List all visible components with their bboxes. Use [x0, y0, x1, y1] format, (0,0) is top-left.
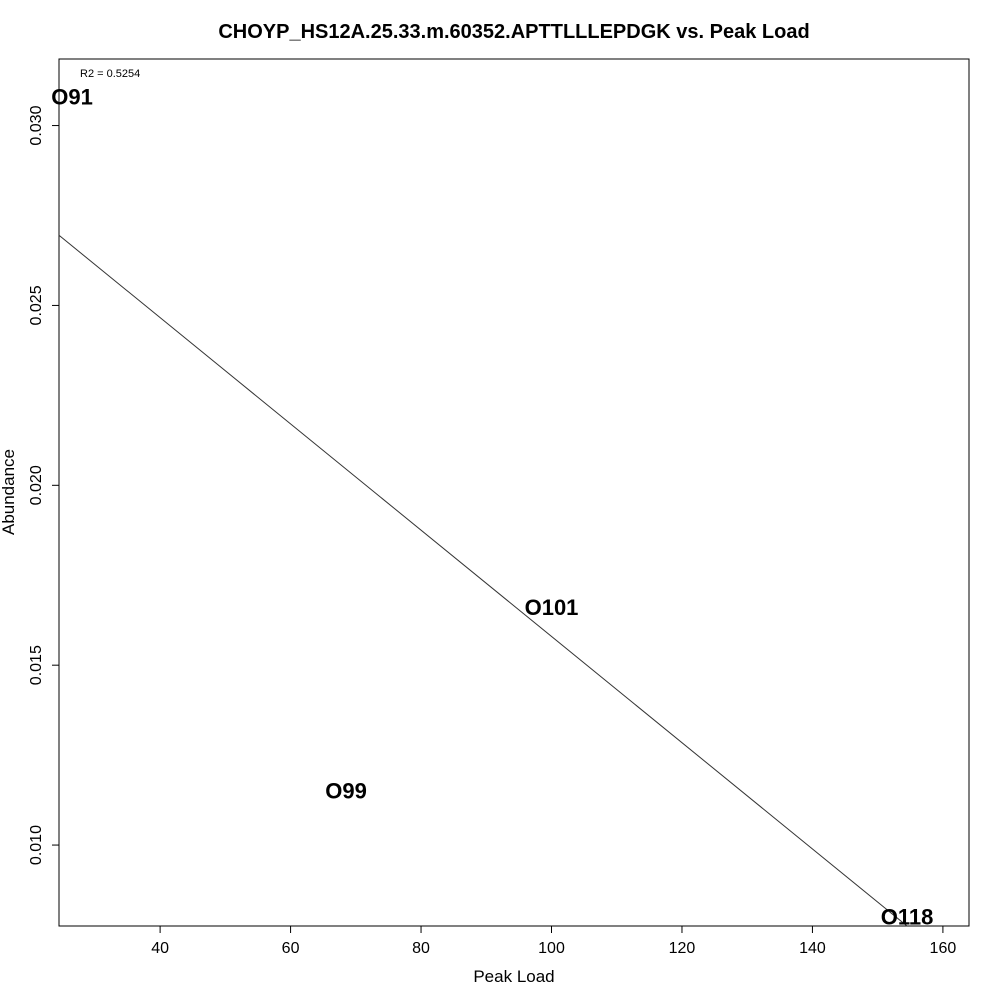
data-point-label: O118	[881, 905, 934, 930]
x-tick-label: 160	[930, 940, 957, 957]
x-tick-label: 60	[282, 940, 300, 957]
y-axis: 0.010 0.015 0.020 0.025 0.030	[28, 105, 59, 865]
data-point-label: O91	[51, 84, 93, 109]
x-axis: 40 60 80 100 120 140 160	[151, 926, 956, 957]
x-axis-label: Peak Load	[473, 967, 554, 986]
r2-annotation: R2 = 0.5254	[80, 68, 140, 80]
plot-frame	[58, 58, 970, 927]
chart-title: CHOYP_HS12A.25.33.m.60352.APTTLLLEPDGK v…	[218, 21, 809, 43]
y-tick-label: 0.010	[28, 825, 45, 865]
y-tick-label: 0.025	[28, 285, 45, 325]
x-tick-label: 120	[669, 940, 696, 957]
x-tick-label: 80	[412, 940, 430, 957]
data-points: O91 O101 O99 O118	[51, 84, 933, 929]
y-tick-label: 0.030	[28, 105, 45, 145]
x-tick-label: 40	[151, 940, 169, 957]
x-tick-label: 140	[799, 940, 826, 957]
x-tick-label: 100	[538, 940, 565, 957]
data-point-label: O99	[325, 779, 367, 804]
data-point-label: O101	[525, 595, 579, 620]
y-tick-label: 0.015	[28, 645, 45, 685]
y-axis-label: Abundance	[0, 449, 18, 535]
regression-line	[58, 234, 908, 927]
y-tick-label: 0.020	[28, 465, 45, 505]
